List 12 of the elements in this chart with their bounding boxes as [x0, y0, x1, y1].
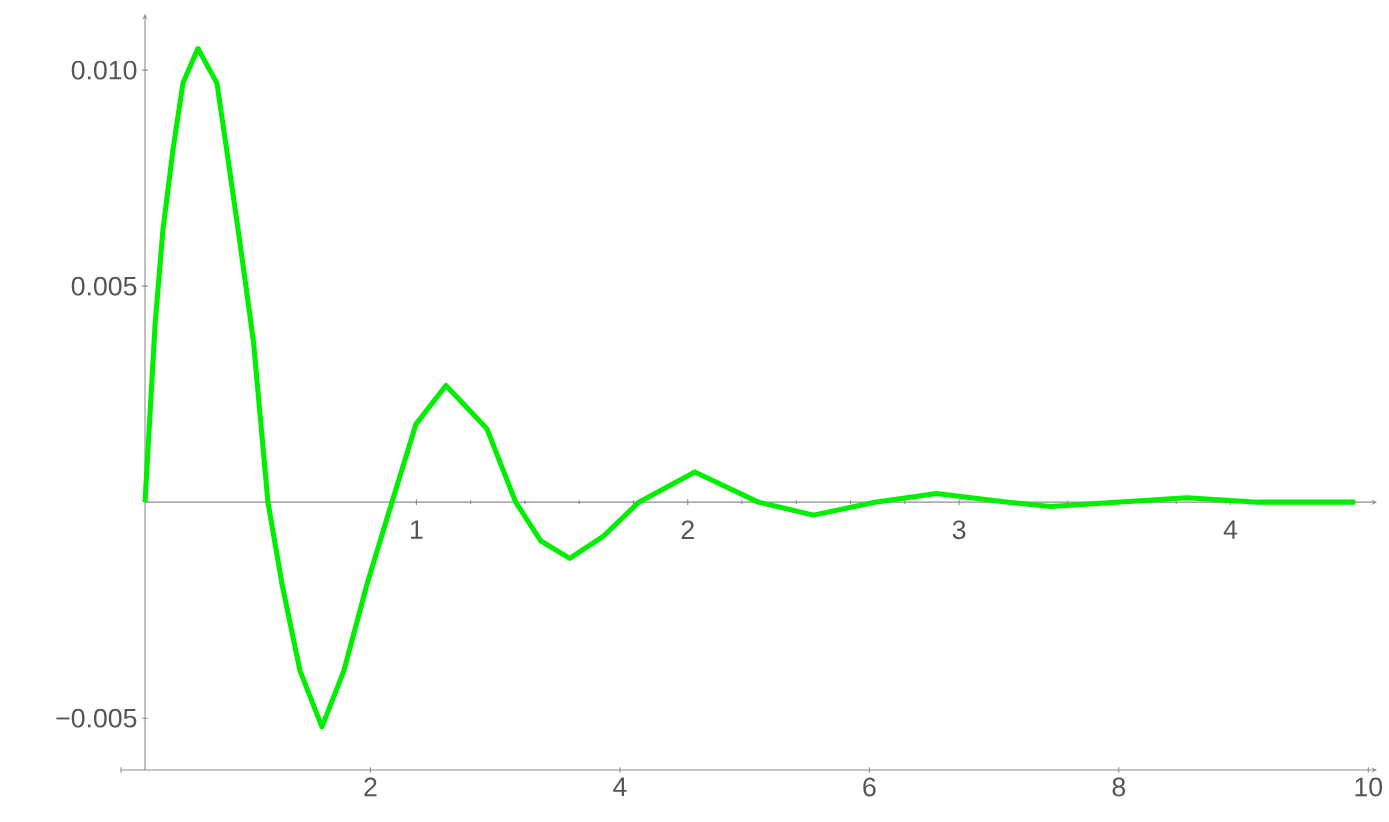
- y-tick-label: 0.010: [71, 60, 137, 80]
- y-tick-label: 0.005: [71, 276, 137, 296]
- x-tick-label: 1: [410, 520, 423, 539]
- x-tick-label: 4: [1223, 520, 1238, 539]
- y-tick-label: −0.005: [56, 708, 137, 728]
- x-tick-label: 2: [681, 520, 694, 539]
- x2-tick-label: 2: [364, 777, 377, 797]
- x-tick-label: 3: [952, 520, 966, 540]
- x2-tick-label: 10: [1355, 777, 1383, 797]
- x2-tick-label: 4: [613, 777, 627, 796]
- x2-tick-label: 6: [863, 777, 876, 797]
- x2-tick-label: 8: [1112, 777, 1126, 797]
